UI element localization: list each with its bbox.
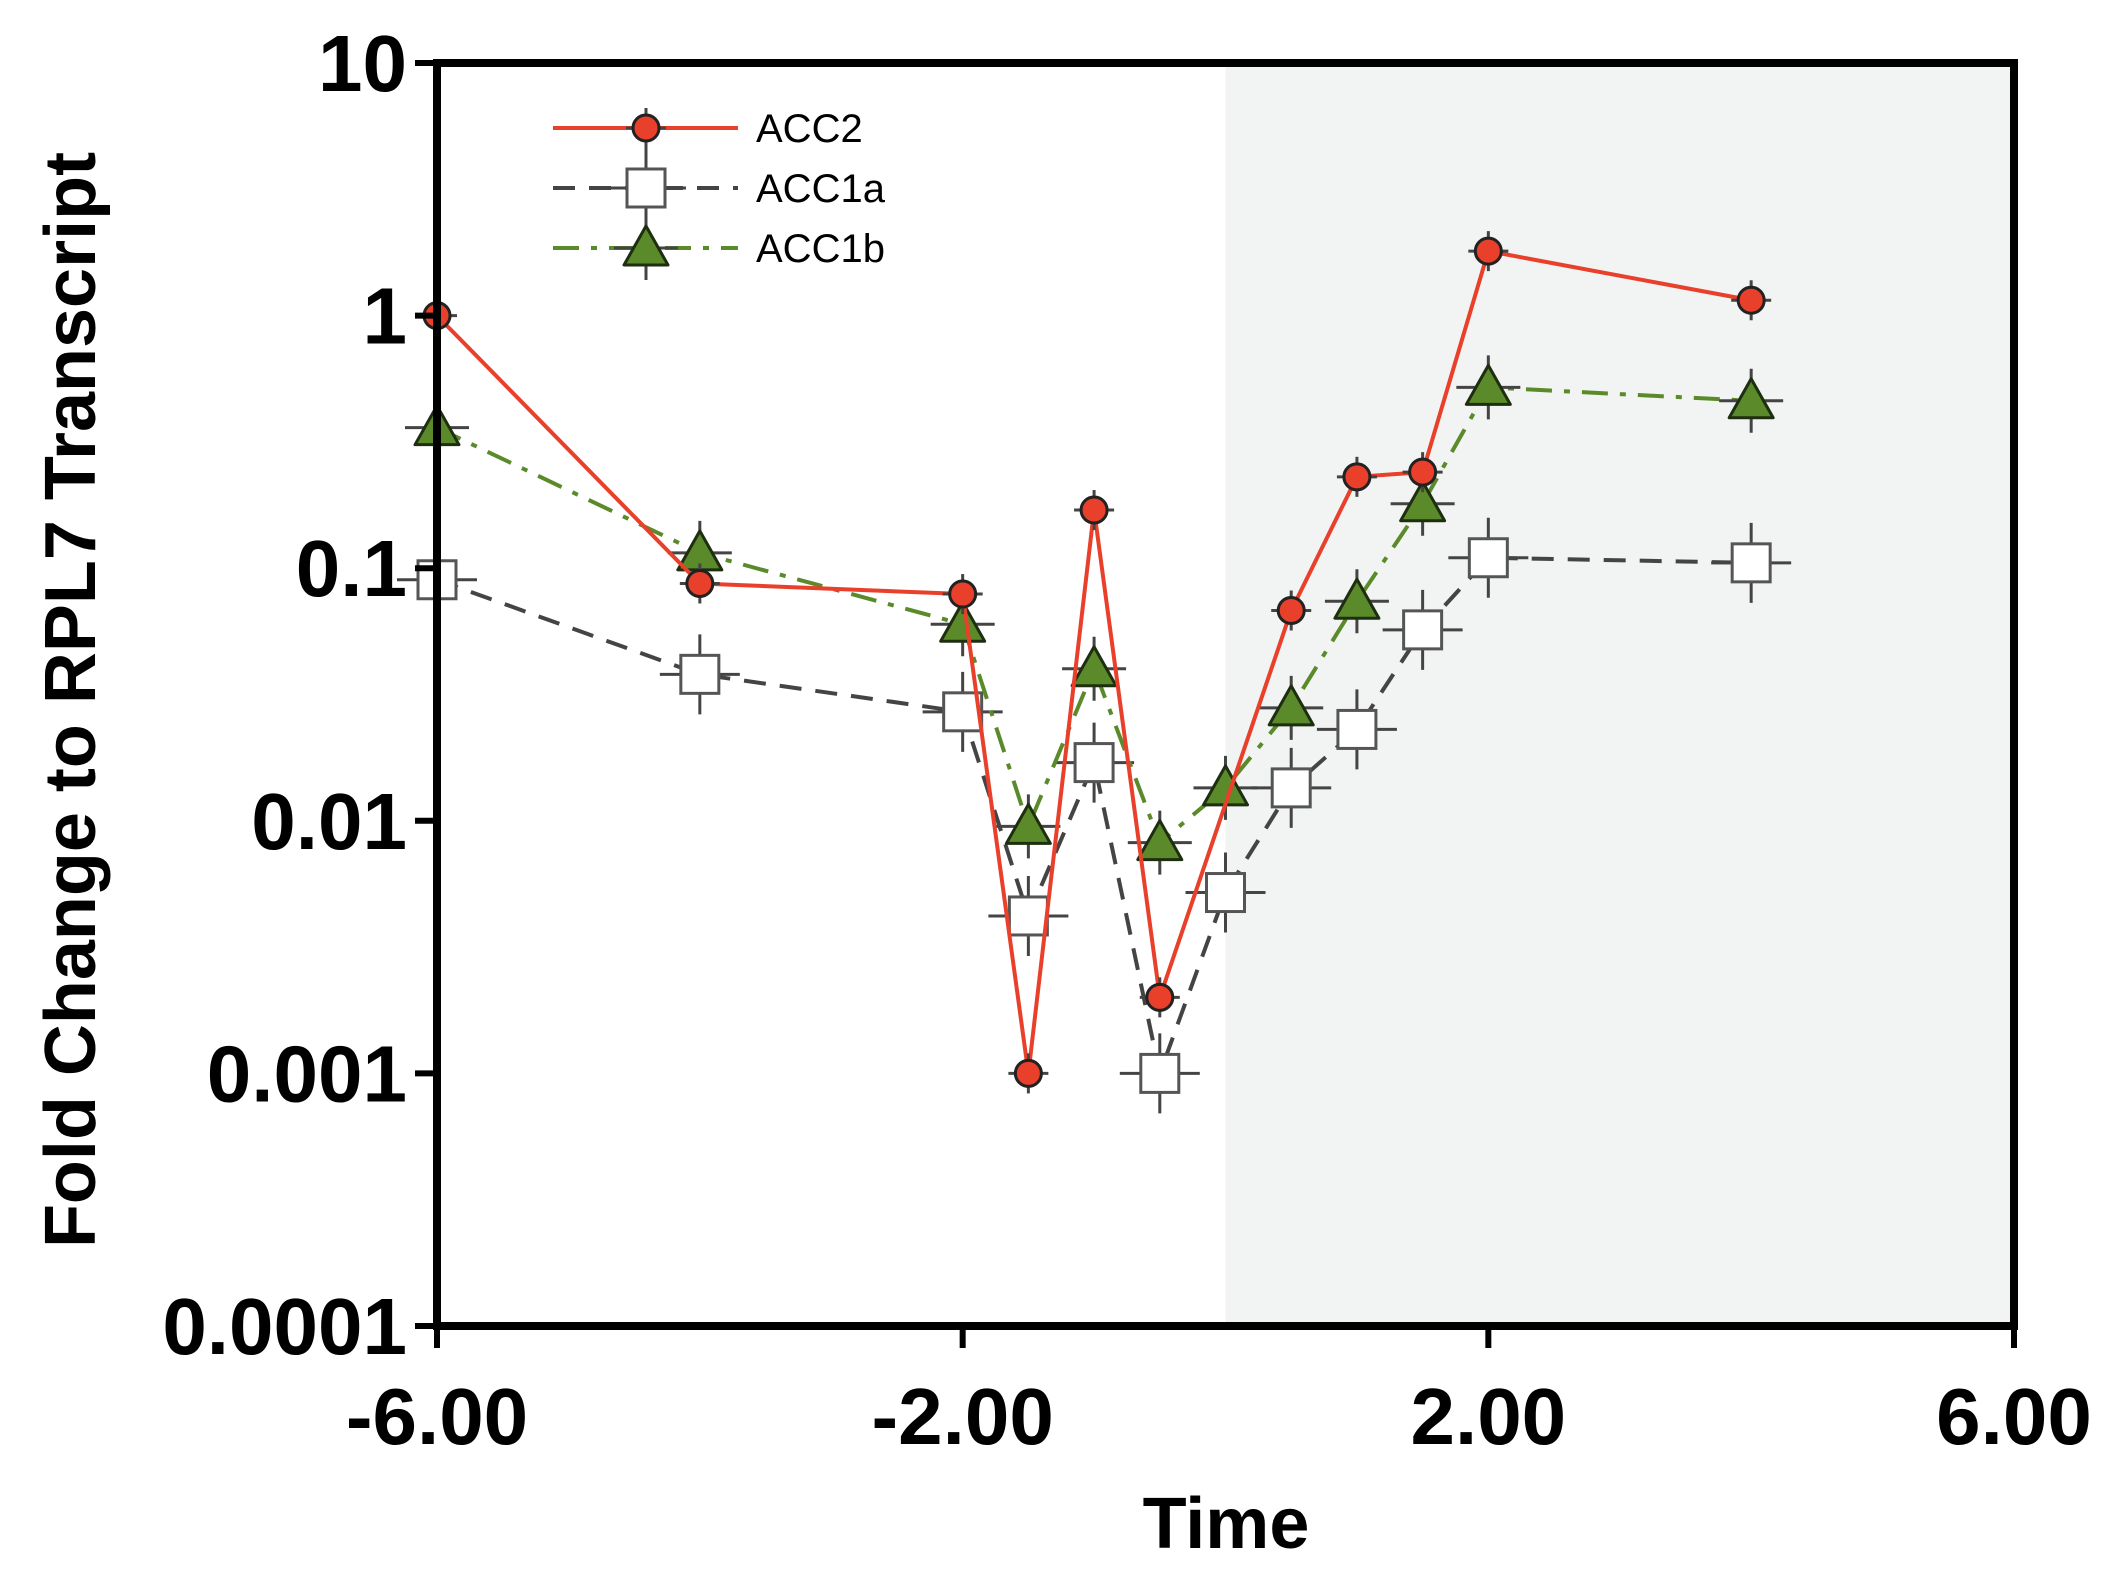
data-point-acc1b <box>1267 684 1315 727</box>
data-point-acc1a <box>1007 895 1049 937</box>
y-tick-label: 0.0001 <box>162 1282 407 1371</box>
data-point-acc2 <box>1013 1058 1043 1088</box>
y-tick-label: 1 <box>363 272 408 361</box>
data-point-acc1b <box>1004 802 1052 845</box>
data-point-acc1a <box>1467 537 1509 579</box>
series-acc2 <box>417 231 1772 1094</box>
y-axis-title: Fold Change to RPL7 Transcript <box>31 152 111 1248</box>
data-point-acc1b <box>1070 645 1118 688</box>
data-point-acc2 <box>685 568 715 598</box>
data-point-acc1b <box>1727 377 1775 420</box>
plot-frame <box>433 59 2018 1330</box>
data-point-acc1b <box>1333 577 1381 620</box>
x-tick-label: -2.00 <box>871 1372 1053 1461</box>
x-axis-title: Time <box>1143 1484 1310 1564</box>
data-point-acc1a <box>1336 708 1378 750</box>
ticks-layer: -6.00 -2.00 2.00 6.00 0.0001 0.001 0.01 0.1 1 10 <box>162 19 2092 1461</box>
legend: ACC2 ACC1a ACC1b <box>553 107 886 280</box>
x-tick-label: 2.00 <box>1410 1372 1566 1461</box>
legend-marker-acc1b <box>622 224 670 267</box>
legend-marker-acc1a <box>625 167 667 209</box>
data-point-acc1a <box>1270 767 1312 809</box>
data-point-acc2 <box>948 579 978 609</box>
data-point-acc1b <box>939 600 987 643</box>
y-tick-label: 0.01 <box>251 777 407 866</box>
legend-label-acc1b: ACC1b <box>756 227 885 271</box>
legend-label-acc1a: ACC1a <box>756 167 886 211</box>
data-point-acc2 <box>1736 285 1766 315</box>
data-point-acc1a <box>1073 742 1115 784</box>
data-point-acc2 <box>1473 236 1503 266</box>
data-point-acc1a <box>1139 1052 1181 1094</box>
series-layer <box>397 231 1792 1114</box>
y-tick-label: 0.001 <box>207 1029 407 1118</box>
y-tick-label: 0.1 <box>296 524 407 613</box>
data-point-acc1b <box>1136 819 1184 862</box>
data-point-acc1b <box>1464 363 1512 406</box>
data-point-acc1b <box>1399 480 1447 523</box>
data-point-acc2 <box>1342 462 1372 492</box>
x-tick-label: 6.00 <box>1936 1372 2092 1461</box>
data-point-acc1a <box>679 653 721 695</box>
x-tick-label: -6.00 <box>346 1372 528 1461</box>
y-tick-label: 10 <box>318 19 407 108</box>
data-point-acc2 <box>1408 457 1438 487</box>
data-point-acc1a <box>1730 542 1772 584</box>
legend-label-acc2: ACC2 <box>756 107 863 151</box>
series-acc1b <box>405 355 1784 875</box>
shaded-region <box>1225 63 2014 1326</box>
data-point-acc2 <box>1079 495 1109 525</box>
legend-marker-acc2 <box>631 113 661 143</box>
data-point-acc1a <box>1402 609 1444 651</box>
data-point-acc1a <box>1205 872 1246 914</box>
series-line-acc1b <box>436 385 1752 845</box>
data-point-acc2 <box>1276 596 1306 626</box>
data-point-acc2 <box>1145 982 1175 1012</box>
